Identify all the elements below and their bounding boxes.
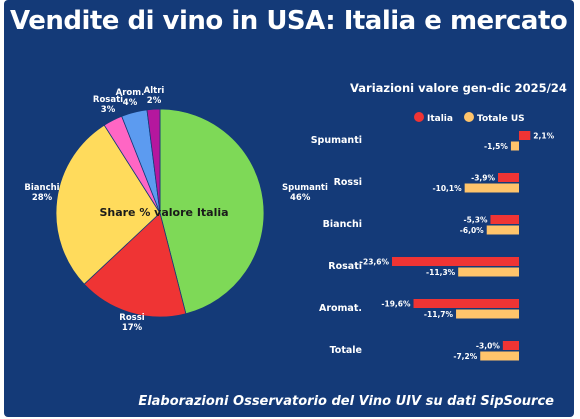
category-label-rossi: Rossi — [334, 177, 362, 188]
pie-label-rossi: Rossi — [119, 313, 145, 323]
data-label-bianchi-totaleus: -6,0% — [460, 226, 484, 235]
data-label-totale-totaleus: -7,2% — [453, 352, 477, 361]
data-label-rosati-totaleus: -11,3% — [426, 268, 456, 277]
pie-value-altri: 2% — [147, 96, 162, 106]
data-label-spumanti-italia: 2,1% — [533, 132, 554, 141]
charts-canvas: Spumanti46%Rossi17%Bianchi28%Rosati3%Aro… — [24, 81, 567, 361]
pie-label-rosati: Rosati — [93, 95, 123, 105]
category-label-bianchi: Bianchi — [323, 219, 362, 230]
pie-label-spumanti: Spumanti — [282, 183, 328, 193]
category-label-spumanti: Spumanti — [311, 135, 362, 146]
pie-value-rossi: 17% — [122, 323, 143, 333]
pie-value-bianchi: 28% — [32, 193, 53, 203]
data-label-totale-italia: -3,0% — [476, 342, 500, 351]
legend-label-italia: Italia — [427, 114, 453, 124]
source-footer: Elaborazioni Osservatorio del Vino UIV s… — [138, 394, 554, 409]
bar-spumanti-italia — [519, 131, 531, 140]
pie-title: Share % valore Italia — [99, 206, 228, 219]
pie-slice-altri — [146, 108, 161, 214]
category-label-rosati: Rosati — [328, 261, 362, 272]
data-label-rossi-italia: -3,9% — [471, 174, 495, 183]
pie-value-rosati: 3% — [101, 105, 116, 115]
bar-rossi-totaleus — [464, 183, 519, 193]
bar-bianchi-totaleus — [486, 225, 519, 235]
main-title: Vendite di vino in USA: Italia e mercato — [10, 6, 568, 36]
legend-label-totale-us: Totale US — [477, 114, 525, 124]
data-label-rossi-totaleus: -10,1% — [433, 184, 463, 193]
data-label-rosati-italia: -23,6% — [360, 258, 390, 267]
bar-totale-italia — [502, 341, 519, 350]
bar-aromat-italia — [413, 299, 519, 308]
bar-spumanti-totaleus — [510, 141, 519, 151]
data-label-aromat-totaleus: -11,7% — [424, 310, 454, 319]
pie-value-arom: 4% — [123, 98, 138, 108]
data-label-spumanti-totaleus: -1,5% — [484, 142, 508, 151]
pie-label-arom: Arom. — [116, 88, 145, 98]
legend-marker-totale-us — [464, 112, 474, 122]
bar-chart-title: Variazioni valore gen-dic 2025/24 — [350, 81, 567, 95]
bar-rosati-totaleus — [458, 267, 519, 277]
pie-label-altri: Altri — [144, 86, 165, 96]
bar-rosati-italia — [392, 257, 519, 266]
pie-slice-spumanti — [159, 108, 265, 315]
pie-value-spumanti: 46% — [290, 193, 311, 203]
legend-marker-italia — [414, 112, 424, 122]
pie-slice-rossi — [83, 212, 187, 318]
bar-rossi-italia — [498, 173, 519, 182]
data-label-aromat-italia: -19,6% — [381, 300, 411, 309]
pie-label-bianchi: Bianchi — [24, 183, 59, 193]
bar-aromat-totaleus — [456, 309, 519, 319]
data-label-bianchi-italia: -5,3% — [464, 216, 488, 225]
bar-totale-totaleus — [480, 351, 519, 361]
category-label-aromat: Aromat. — [319, 303, 362, 314]
infographic-card: Vendite di vino in USA: Italia e mercato… — [4, 0, 574, 417]
bar-bianchi-italia — [490, 215, 519, 224]
pie-slice-bianchi — [55, 124, 161, 285]
category-label-totale: Totale — [330, 345, 362, 356]
